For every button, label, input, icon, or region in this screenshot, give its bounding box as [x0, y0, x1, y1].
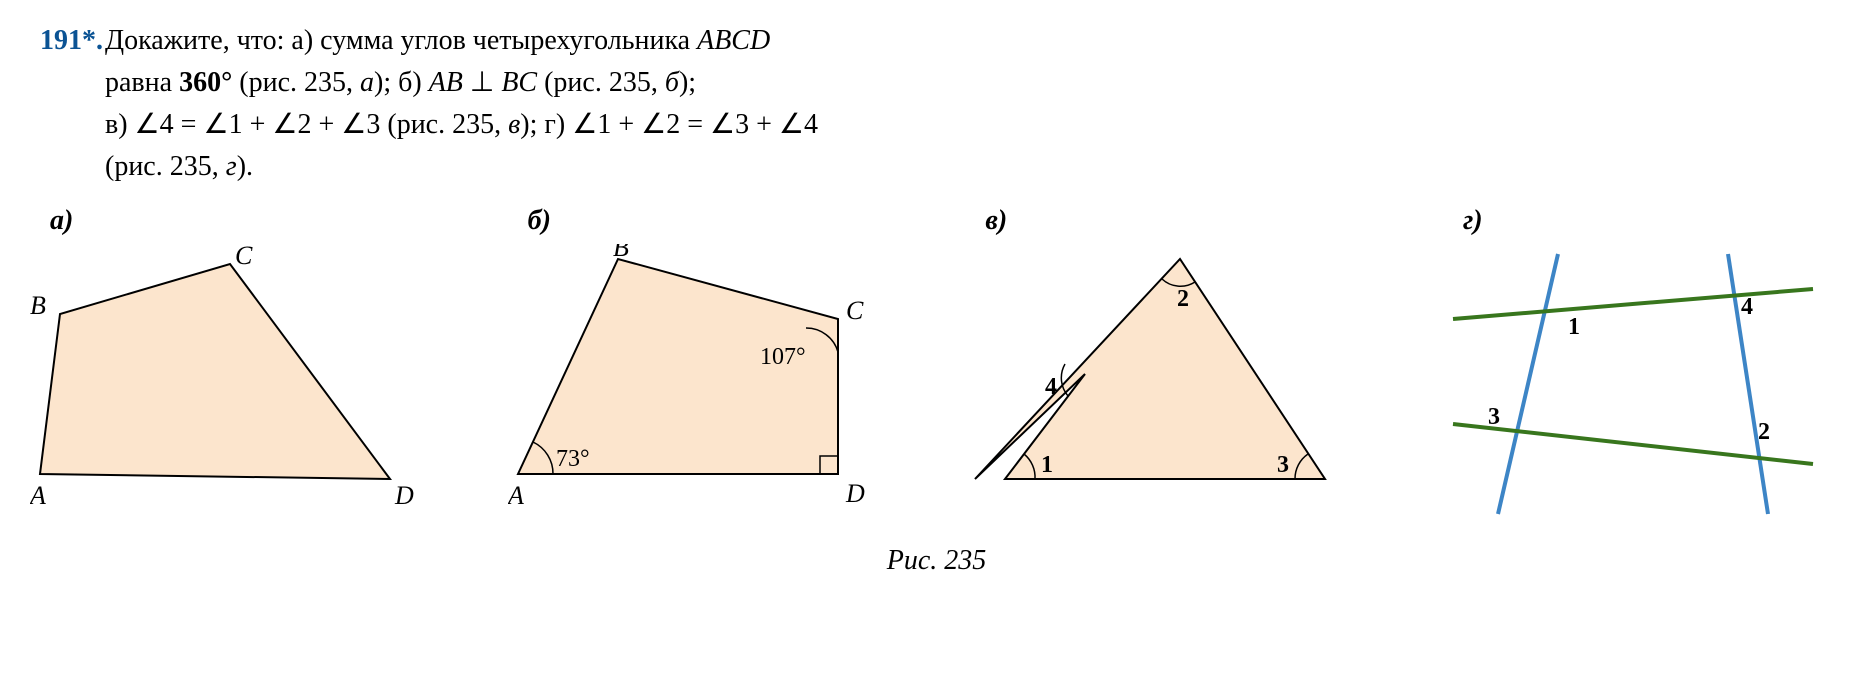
- g-eq: =: [680, 109, 710, 140]
- label-C-b: C: [846, 296, 864, 325]
- problem-number: 191*.: [40, 20, 103, 62]
- label-2: 2: [1177, 286, 1189, 312]
- figures-row: а) A B C D б) A B C D 73° 107° в): [30, 200, 1823, 534]
- text-prefix: Докажите, что: а) сумма углов четырехуго…: [105, 25, 697, 56]
- angle-c-text: 107°: [760, 344, 806, 370]
- label-D-b: D: [845, 479, 865, 508]
- g-prefix: г): [544, 109, 572, 140]
- figure-a: а) A B C D: [30, 200, 430, 524]
- g-ang2: 2: [666, 109, 680, 140]
- angle-icon: [710, 109, 735, 140]
- g-ang4: 4: [804, 109, 818, 140]
- part-g: г: [226, 151, 237, 182]
- label-B: B: [30, 291, 46, 320]
- part-b: б: [665, 67, 679, 98]
- angle-icon: [572, 109, 597, 140]
- plus2: +: [311, 109, 341, 140]
- figure-g-svg: 1 2 3 4: [1443, 244, 1823, 524]
- shape-v: [975, 259, 1325, 479]
- ref-a: (рис. 235,: [232, 67, 360, 98]
- close-b: );: [679, 67, 696, 98]
- deg360: 360: [179, 67, 232, 98]
- ab: AB: [429, 67, 463, 98]
- label-A-b: A: [508, 481, 524, 510]
- ang1: 1: [229, 109, 243, 140]
- angle-a-text: 73°: [556, 446, 590, 472]
- angle-icon: [203, 109, 228, 140]
- g-plus1: +: [611, 109, 641, 140]
- angle-icon: [341, 109, 366, 140]
- figure-label-g: г): [1463, 200, 1483, 242]
- ref-g-open: (рис. 235,: [105, 151, 226, 182]
- g-label-3: 3: [1488, 404, 1500, 430]
- plus1: +: [243, 109, 273, 140]
- figure-b: б) A B C D 73° 107°: [508, 200, 888, 524]
- close-a: );: [374, 67, 398, 98]
- label-3: 3: [1277, 452, 1289, 478]
- bc: BC: [501, 67, 537, 98]
- quad-name: ABCD: [697, 25, 770, 56]
- figure-label-b: б): [528, 200, 551, 242]
- close-g: ).: [237, 151, 253, 182]
- blue-line-left: [1498, 254, 1558, 514]
- green-line-top: [1453, 289, 1813, 319]
- g-label-1: 1: [1568, 314, 1580, 340]
- part-v: в: [508, 109, 520, 140]
- problem-block: 191*. Докажите, что: а) сумма углов четы…: [40, 20, 1833, 188]
- figure-label-a: а): [50, 200, 73, 242]
- figure-label-v: в): [985, 200, 1007, 242]
- text-a2: равна: [105, 67, 179, 98]
- label-C: C: [235, 244, 253, 270]
- g-ang3: 3: [735, 109, 749, 140]
- g-label-2: 2: [1758, 419, 1770, 445]
- figure-a-svg: A B C D: [30, 244, 430, 524]
- ref-v: (рис. 235,: [380, 109, 508, 140]
- figure-v: в) 1 2 3 4: [965, 200, 1365, 534]
- angle-icon: [272, 109, 297, 140]
- close-v: );: [520, 109, 544, 140]
- label-1: 1: [1041, 452, 1053, 478]
- v-prefix: в): [105, 109, 135, 140]
- perp-icon: [470, 67, 494, 98]
- label-4: 4: [1045, 374, 1057, 400]
- figure-v-svg: 1 2 3 4: [965, 244, 1365, 534]
- ang3: 3: [366, 109, 380, 140]
- shape-a: [40, 264, 390, 479]
- g-label-4: 4: [1741, 294, 1753, 320]
- angle-icon: [641, 109, 666, 140]
- g-plus2: +: [749, 109, 779, 140]
- angle-icon: [135, 109, 160, 140]
- ref-b: (рис. 235,: [537, 67, 665, 98]
- label-B-b: B: [613, 244, 629, 262]
- b-prefix: б): [398, 67, 429, 98]
- label-A: A: [30, 481, 46, 510]
- part-a: а: [360, 67, 374, 98]
- ang4: 4: [160, 109, 174, 140]
- problem-text: Докажите, что: а) сумма углов четырехуго…: [105, 20, 1833, 188]
- g-ang1: 1: [597, 109, 611, 140]
- figure-b-svg: A B C D 73° 107°: [508, 244, 888, 524]
- eq1: =: [174, 109, 204, 140]
- angle-icon: [779, 109, 804, 140]
- label-D: D: [394, 481, 414, 510]
- ang2: 2: [297, 109, 311, 140]
- figure-g: г) 1 2 3 4: [1443, 200, 1823, 524]
- figure-caption: Рис. 235: [40, 540, 1833, 582]
